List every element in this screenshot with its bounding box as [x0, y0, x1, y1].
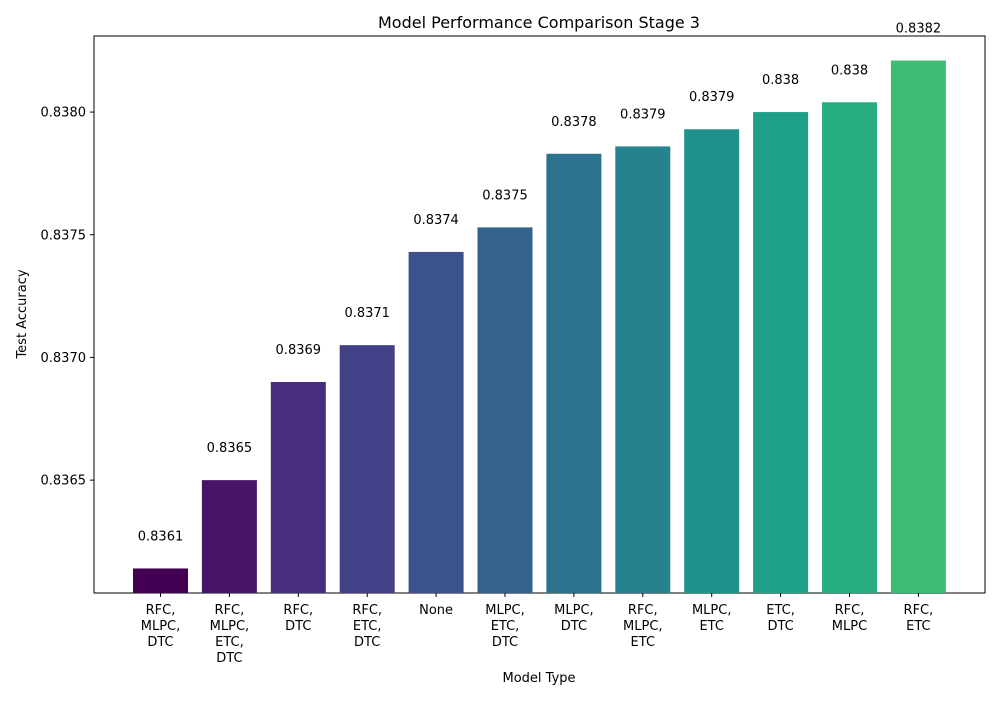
bar: [133, 568, 188, 593]
value-label: 0.8379: [620, 107, 666, 122]
x-axis-label: Model Type: [502, 671, 575, 686]
bar: [408, 251, 464, 594]
value-label: 0.838: [762, 73, 799, 88]
y-axis-label: Test Accuracy: [15, 269, 30, 359]
value-label: 0.8369: [276, 343, 322, 358]
bar: [684, 129, 740, 593]
value-label: 0.8379: [689, 90, 735, 105]
value-label: 0.8382: [896, 22, 942, 37]
x-tick-label: RFC, MLPC, ETC, DTC: [210, 603, 250, 666]
bar: [822, 102, 877, 593]
value-label: 0.8375: [482, 188, 528, 203]
x-tick-label: RFC, MLPC, ETC: [623, 603, 663, 650]
bar: [753, 112, 809, 594]
bar: [477, 227, 533, 593]
x-tick-label: RFC, MLPC: [832, 603, 867, 634]
plot-frame: [93, 35, 986, 594]
bars: [133, 60, 946, 594]
x-axis: RFC, MLPC, DTC RFC, MLPC, ETC, DTC RFC, DTC RFC, E…: [141, 593, 934, 666]
value-label: 0.8374: [413, 213, 459, 228]
y-tick-label: 0.8370: [41, 351, 87, 366]
chart-title: Model Performance Comparison Stage 3: [378, 13, 700, 32]
x-tick-label: MLPC, ETC: [692, 603, 732, 634]
value-labels: 0.8361 0.8365 0.8369 0.8371 0.8374 0.8375 0.83…: [138, 22, 941, 545]
y-tick-label: 0.8380: [41, 106, 87, 121]
value-label: 0.8371: [344, 306, 390, 321]
bar: [890, 60, 946, 593]
y-tick-label: 0.8375: [41, 228, 87, 243]
bar: [201, 480, 257, 593]
bar: [339, 345, 395, 593]
bar: [270, 381, 326, 593]
x-tick-label: RFC, DTC: [283, 603, 313, 634]
plot-area: [93, 35, 986, 594]
x-tick-label: None: [419, 603, 453, 618]
value-label: 0.838: [831, 63, 868, 78]
x-tick-label: RFC, ETC, DTC: [352, 603, 382, 650]
value-label: 0.8361: [138, 529, 184, 544]
y-tick-label: 0.8365: [41, 474, 87, 489]
x-tick-label: MLPC, ETC, DTC: [485, 603, 525, 650]
x-tick-label: MLPC, DTC: [554, 603, 594, 634]
bar: [546, 153, 602, 594]
x-tick-label: ETC, DTC: [766, 603, 795, 634]
y-axis: 0.8365 0.8370 0.8375 0.8380: [41, 106, 94, 489]
bar: [615, 146, 671, 593]
x-tick-label: RFC, ETC: [904, 603, 934, 634]
value-label: 0.8378: [551, 115, 597, 130]
x-tick-label: RFC, MLPC, DTC: [141, 603, 181, 650]
value-label: 0.8365: [207, 441, 253, 456]
